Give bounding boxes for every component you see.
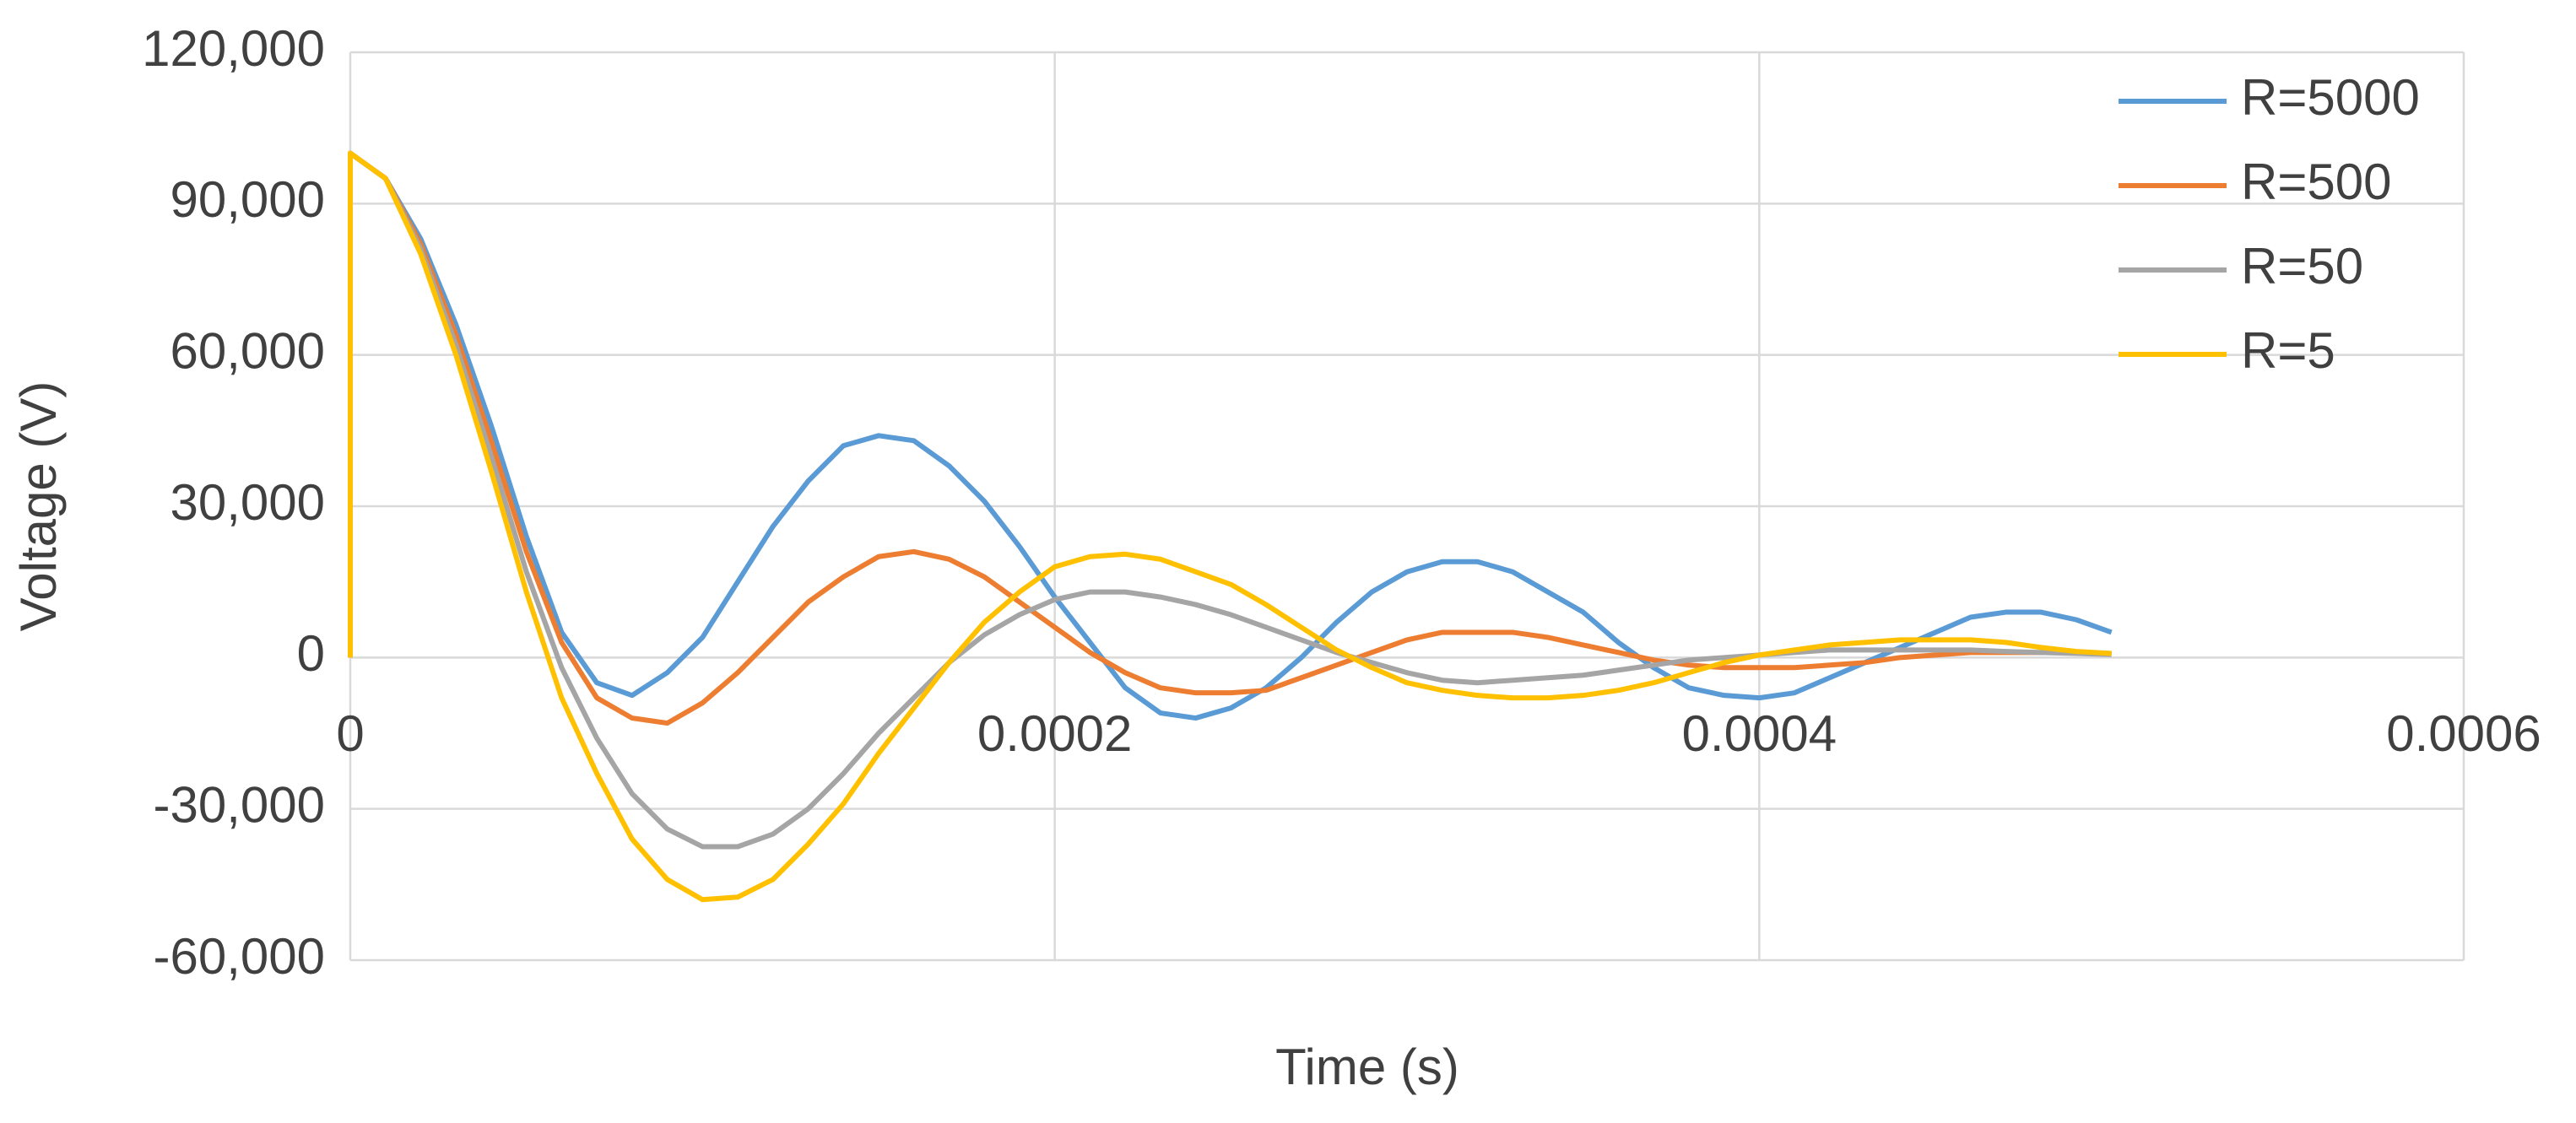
legend-label: R=50 (2241, 238, 2363, 294)
y-tick-label: 0 (297, 625, 325, 682)
y-tick-label: 120,000 (142, 20, 325, 77)
x-tick-label: 0.0006 (2386, 705, 2541, 762)
y-tick-label: 60,000 (170, 323, 325, 380)
series-line (348, 150, 2112, 726)
series-line (348, 150, 2113, 721)
legend-label: R=5000 (2241, 69, 2420, 126)
legend-label: R=500 (2241, 154, 2391, 210)
y-tick-label: -60,000 (154, 928, 326, 985)
legend-label: R=5 (2241, 322, 2335, 379)
x-axis-title: Time (s) (1275, 1039, 1459, 1095)
x-tick-label: 0.0004 (1682, 705, 1837, 762)
x-tick-label: 0.0002 (977, 705, 1133, 762)
series-line (348, 150, 2112, 903)
y-tick-label: -30,000 (154, 777, 326, 834)
y-axis-title: Voltage (V) (10, 381, 67, 632)
y-tick-label: 90,000 (170, 171, 325, 228)
y-tick-label: 30,000 (170, 474, 325, 531)
x-tick-label: 0 (336, 705, 364, 762)
series-line (348, 150, 2112, 850)
